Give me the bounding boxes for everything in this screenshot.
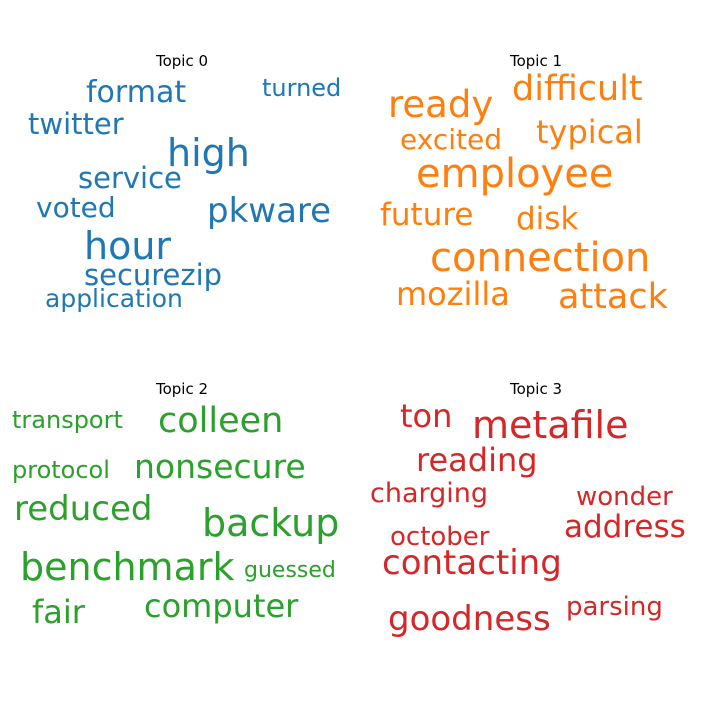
topic-2-word: computer: [144, 587, 299, 625]
topic-1-word: mozilla: [396, 275, 510, 313]
topic-0-word: voted: [36, 191, 116, 224]
topic-1-title: Topic 1: [509, 52, 563, 70]
topic-0-word: service: [78, 161, 182, 195]
topic-3-word: ton: [400, 397, 453, 435]
topic-0-word: hour: [84, 224, 172, 268]
topic-0-word: twitter: [28, 107, 124, 141]
topic-2-word: transport: [12, 406, 123, 434]
topic-0-word: pkware: [207, 191, 332, 231]
topic-3-word: contacting: [382, 543, 562, 583]
topic-3-panel: Topic 3 metafile contacting goodness rea…: [366, 380, 706, 680]
topic-1-word: connection: [430, 235, 651, 281]
topic-2-word: benchmark: [20, 545, 235, 589]
topic-1-word: future: [380, 197, 474, 233]
topic-0-word: high: [167, 131, 250, 175]
topic-0-panel: Topic 0 high hour pkware format twitter …: [12, 52, 352, 352]
topic-2-word: reduced: [14, 489, 153, 529]
topic-3-word: address: [564, 509, 686, 545]
topic-2-word: protocol: [12, 456, 110, 484]
topic-1-panel: Topic 1 connection employee ready diffic…: [366, 52, 706, 352]
topic-2-word: fair: [32, 593, 85, 631]
topic-3-word: reading: [416, 441, 538, 479]
topic-0-title: Topic 0: [155, 52, 209, 70]
topic-1-word: attack: [558, 277, 668, 317]
topic-3-word: charging: [370, 478, 489, 509]
topic-0-word: turned: [262, 74, 342, 102]
topic-2-word: guessed: [244, 558, 336, 583]
topic-2-title: Topic 2: [155, 380, 209, 398]
topic-0-word: application: [45, 284, 183, 313]
topic-1-word: difficult: [512, 69, 643, 109]
topic-2-word: colleen: [158, 401, 284, 441]
topic-1-word: disk: [516, 201, 579, 237]
topic-3-title: Topic 3: [509, 380, 563, 398]
topic-3-word: october: [390, 522, 490, 552]
topic-0-word: format: [86, 75, 187, 110]
topic-2-word: nonsecure: [134, 447, 306, 486]
topic-1-word: excited: [400, 123, 502, 156]
topic-0-word: securezip: [84, 258, 223, 292]
topic-3-word: goodness: [388, 599, 551, 639]
topic-1-word: ready: [388, 83, 494, 126]
topic-2-panel: Topic 2 benchmark backup nonsecure colle…: [12, 380, 352, 680]
topic-1-word: employee: [416, 151, 614, 197]
topic-1-word: typical: [536, 113, 643, 151]
topic-3-word: wonder: [576, 482, 673, 512]
topic-3-word: metafile: [472, 403, 629, 447]
topic-3-word: parsing: [566, 592, 663, 622]
topic-2-word: backup: [202, 501, 340, 545]
